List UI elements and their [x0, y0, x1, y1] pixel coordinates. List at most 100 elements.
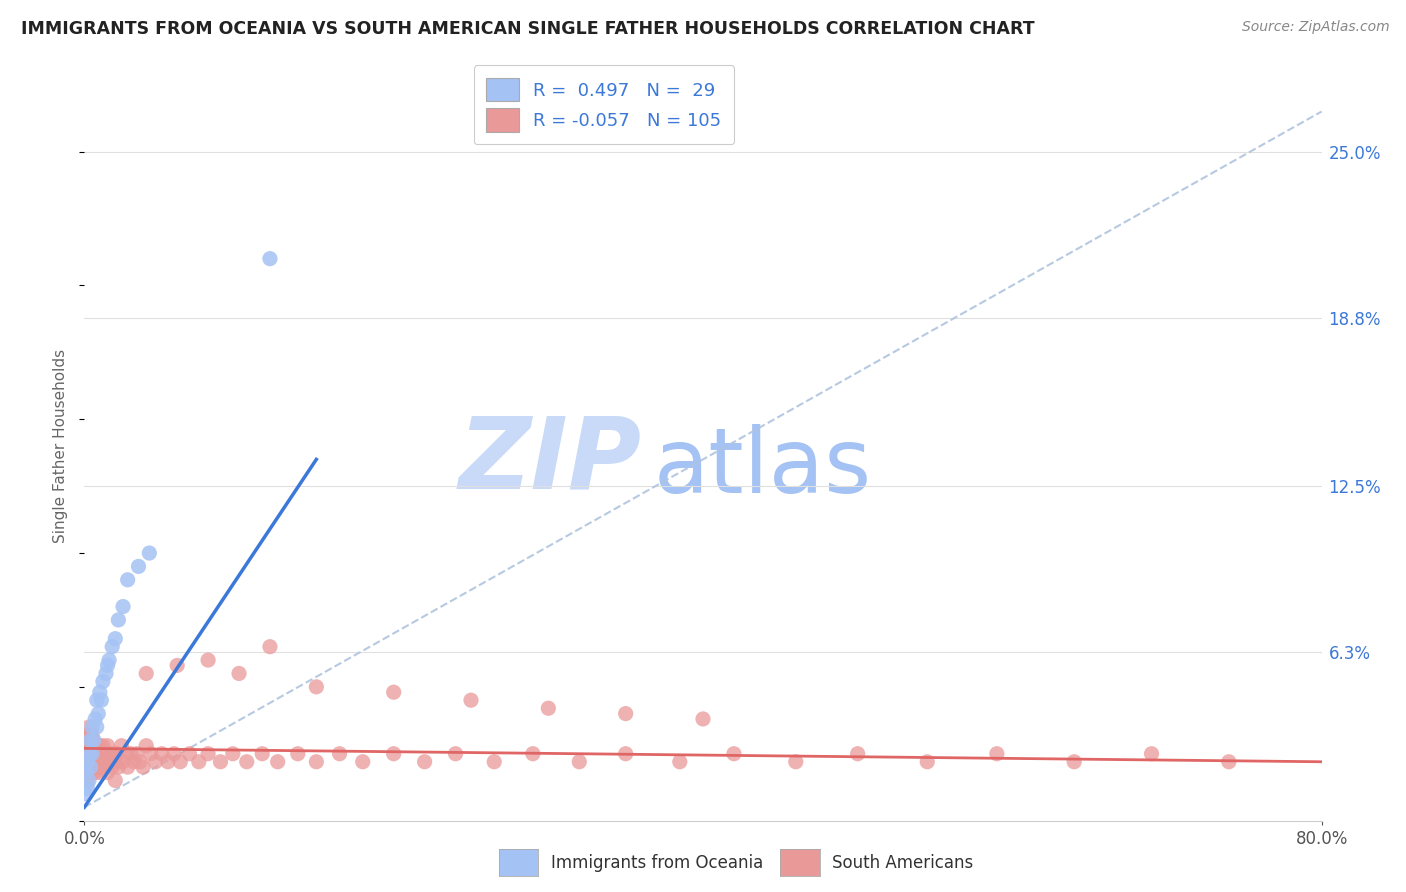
Point: [669, 755, 692, 769]
Point: [222, 747, 245, 761]
Point: [98, 653, 121, 667]
Point: [104, 773, 127, 788]
Point: [112, 599, 135, 614]
Point: [187, 755, 209, 769]
Point: [100, 747, 122, 761]
Point: [305, 680, 328, 694]
Point: [77, 755, 100, 769]
Text: Source: ZipAtlas.com: Source: ZipAtlas.com: [1241, 20, 1389, 34]
Point: [259, 252, 281, 266]
Point: [197, 653, 219, 667]
Point: [138, 546, 160, 560]
Point: [115, 747, 138, 761]
Legend: R =  0.497   N =  29, R = -0.057   N = 105: R = 0.497 N = 29, R = -0.057 N = 105: [474, 65, 734, 145]
Point: [91, 739, 114, 753]
Point: [105, 747, 128, 761]
Point: [83, 747, 105, 761]
Point: [1063, 755, 1085, 769]
Point: [107, 613, 129, 627]
Point: [125, 747, 148, 761]
Text: South Americans: South Americans: [832, 854, 973, 871]
Point: [101, 760, 124, 774]
Point: [120, 747, 142, 761]
Point: [82, 720, 104, 734]
Point: [139, 747, 162, 761]
Point: [94, 747, 117, 761]
Point: [117, 573, 139, 587]
Point: [846, 747, 869, 761]
Point: [484, 755, 506, 769]
Point: [986, 747, 1008, 761]
Point: [75, 787, 97, 801]
Point: [614, 747, 637, 761]
Point: [129, 755, 152, 769]
Point: [132, 760, 155, 774]
Point: [382, 747, 405, 761]
Point: [135, 739, 157, 753]
Point: [89, 685, 111, 699]
Point: [86, 747, 108, 761]
Point: [110, 739, 132, 753]
Point: [352, 755, 374, 769]
Point: [917, 755, 939, 769]
Point: [77, 744, 100, 758]
Point: [89, 760, 111, 774]
Point: [179, 747, 201, 761]
Text: ZIP: ZIP: [458, 412, 641, 509]
Point: [75, 755, 97, 769]
Point: [77, 720, 100, 734]
Point: [79, 739, 101, 753]
Point: [568, 755, 591, 769]
Point: [209, 755, 232, 769]
Point: [101, 640, 124, 654]
Point: [1218, 755, 1240, 769]
Point: [145, 755, 167, 769]
Point: [82, 747, 104, 761]
Point: [75, 765, 97, 780]
Point: [228, 666, 250, 681]
Point: [89, 739, 111, 753]
Point: [96, 739, 118, 753]
Point: [107, 760, 129, 774]
Point: [444, 747, 467, 761]
Point: [259, 640, 281, 654]
Point: [413, 755, 436, 769]
Point: [82, 765, 104, 780]
Point: [785, 755, 807, 769]
Point: [614, 706, 637, 721]
Point: [79, 747, 101, 761]
Point: [90, 693, 112, 707]
Point: [82, 728, 104, 742]
Point: [76, 739, 98, 753]
Point: [83, 733, 105, 747]
Point: [692, 712, 714, 726]
Point: [328, 747, 352, 761]
Point: [87, 747, 110, 761]
Point: [150, 747, 173, 761]
Point: [250, 747, 273, 761]
Point: [77, 765, 100, 780]
Point: [83, 760, 105, 774]
Point: [76, 773, 98, 788]
Point: [82, 739, 104, 753]
Point: [77, 733, 100, 747]
Point: [287, 747, 309, 761]
Point: [163, 747, 186, 761]
Point: [94, 666, 117, 681]
Point: [84, 765, 107, 780]
Point: [91, 760, 114, 774]
Point: [104, 755, 127, 769]
Point: [197, 747, 219, 761]
Point: [87, 765, 110, 780]
Point: [90, 747, 112, 761]
Point: [75, 765, 97, 780]
Point: [76, 747, 98, 761]
Point: [135, 666, 157, 681]
Point: [75, 733, 97, 747]
Point: [305, 755, 328, 769]
Point: [84, 712, 107, 726]
Point: [82, 755, 104, 769]
Point: [87, 706, 110, 721]
Point: [156, 755, 179, 769]
Point: [90, 755, 112, 769]
